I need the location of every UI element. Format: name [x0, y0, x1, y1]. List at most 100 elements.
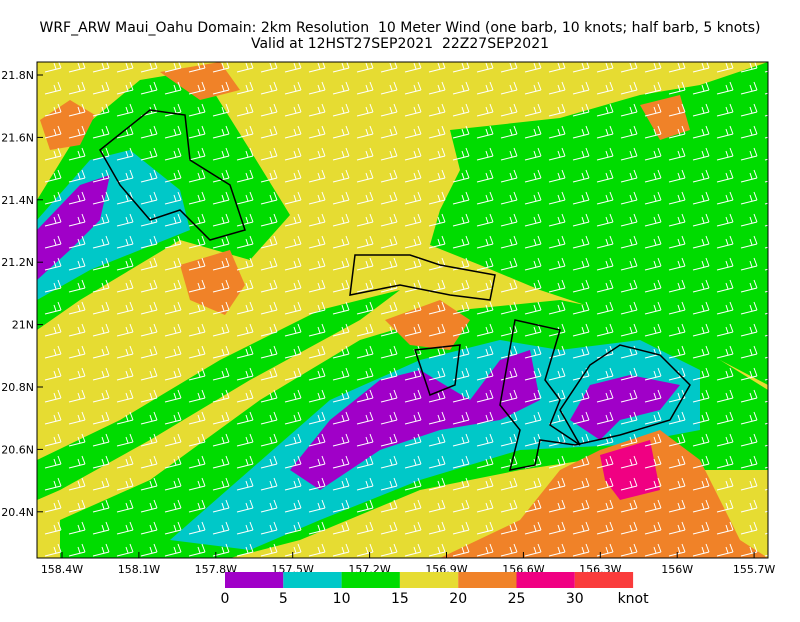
wind-barb: [452, 103, 470, 117]
lat-label: 20.4N: [1, 506, 34, 519]
wind-barb: [140, 323, 158, 337]
wind-barb: [116, 257, 134, 271]
wind-barb: [44, 169, 62, 183]
wind-barb: [164, 257, 182, 271]
wind-barb: [620, 213, 638, 227]
wind-barb: [212, 367, 230, 381]
wind-barb: [140, 191, 158, 205]
wind-barb: [644, 235, 662, 249]
wind-barb: [404, 367, 422, 381]
wind-barb: [260, 169, 278, 183]
wind-barb: [428, 169, 446, 183]
wind-barb: [428, 499, 446, 513]
wind-barb: [692, 455, 710, 469]
wind-barb: [524, 257, 542, 271]
wind-barb: [44, 543, 62, 557]
coastlines: [99, 109, 691, 471]
wind-barb: [116, 81, 134, 95]
wind-barb: [164, 191, 182, 205]
wind-barb: [500, 169, 518, 183]
wind-barb: [332, 191, 350, 205]
lat-label: 21.4N: [1, 194, 34, 207]
wind-barb: [452, 301, 470, 315]
wind-barb: [308, 411, 326, 425]
wind-barb: [260, 279, 278, 293]
wind-barb: [92, 345, 110, 359]
wind-barb: [620, 191, 638, 205]
wind-barb: [572, 411, 590, 425]
wind-barb: [524, 367, 542, 381]
wind-barb: [500, 125, 518, 139]
wind-barb: [380, 433, 398, 447]
wind-barb: [428, 81, 446, 95]
wind-barb: [116, 301, 134, 315]
wind-barb: [332, 213, 350, 227]
wind-barb: [428, 147, 446, 161]
lon-label: 155.7W: [733, 563, 775, 576]
wind-barb: [332, 169, 350, 183]
wind-barb: [356, 81, 374, 95]
wind-barb: [188, 125, 206, 139]
wind-barb: [548, 235, 566, 249]
wind-barb: [44, 323, 62, 337]
wind-barb: [452, 499, 470, 513]
wind-barb: [44, 103, 62, 117]
wind-barb: [500, 213, 518, 227]
wind-barb: [476, 62, 494, 73]
wind-barb: [740, 62, 758, 73]
wind-barb: [380, 279, 398, 293]
wind-barb: [332, 433, 350, 447]
wind-barb: [476, 191, 494, 205]
wind-barb: [548, 301, 566, 315]
wind-barb: [572, 257, 590, 271]
wind-barb: [44, 499, 62, 513]
wind-barb: [692, 345, 710, 359]
wind-barb: [356, 543, 374, 557]
wind-barb: [164, 477, 182, 491]
wind-barb: [140, 169, 158, 183]
wind-barb: [716, 279, 734, 293]
wind-barb: [284, 279, 302, 293]
wind-barb: [68, 367, 86, 381]
wind-barb: [404, 411, 422, 425]
oahu-outline: [99, 109, 246, 241]
wind-barb: [548, 62, 566, 73]
wind-barb: [476, 477, 494, 491]
wind-barb: [452, 543, 470, 557]
wind-barb: [260, 62, 278, 73]
wind-barb: [164, 147, 182, 161]
wind-barb: [500, 367, 518, 381]
wind-barb: [188, 367, 206, 381]
wind-barb: [116, 169, 134, 183]
wind-barb: [644, 323, 662, 337]
wind-barb: [380, 257, 398, 271]
wind-barb: [44, 411, 62, 425]
wind-barb: [548, 257, 566, 271]
wind-barb: [644, 521, 662, 535]
wind-barb: [212, 433, 230, 447]
wind-barb: [380, 147, 398, 161]
wind-barb: [524, 499, 542, 513]
wind-barb: [404, 62, 422, 73]
wind-barb: [308, 389, 326, 403]
lat-label: 21.6N: [1, 131, 34, 144]
wind-barb: [476, 499, 494, 513]
wind-barb: [236, 125, 254, 139]
wind-barb: [68, 345, 86, 359]
wind-barb: [596, 257, 614, 271]
wind-barb: [668, 499, 686, 513]
wind-barb: [404, 147, 422, 161]
wind-barb: [740, 257, 758, 271]
wind-barb: [116, 147, 134, 161]
wind-barb: [92, 455, 110, 469]
colorbar-label: 15: [391, 591, 409, 607]
wind-barb: [332, 499, 350, 513]
wind-barb: [212, 301, 230, 315]
lon-label: 158.1W: [118, 563, 160, 576]
wind-barb: [164, 455, 182, 469]
wind-barb: [116, 235, 134, 249]
wind-barb: [308, 323, 326, 337]
wind-barb: [572, 235, 590, 249]
wind-barb: [236, 521, 254, 535]
